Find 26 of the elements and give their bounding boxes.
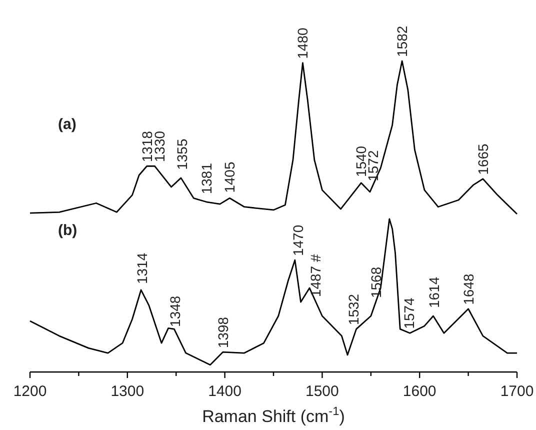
annotation: 1540 bbox=[353, 146, 370, 178]
annotation: 1405 bbox=[222, 162, 238, 193]
x-axis-title: Raman Shift (cm$^{-1}$) bbox=[202, 404, 345, 426]
annotation: (b) bbox=[58, 222, 78, 239]
annotation: 1574 bbox=[400, 297, 417, 329]
annotation: 1480 bbox=[294, 28, 311, 59]
annotation: 1648 bbox=[460, 274, 476, 305]
x-tick-label: 1600 bbox=[402, 383, 436, 400]
annotation: 1532 bbox=[345, 294, 362, 326]
annotation: 1355 bbox=[174, 138, 190, 170]
x-tick-label: 1500 bbox=[306, 383, 339, 400]
annotation: (a) bbox=[58, 116, 76, 134]
annotation: 1314 bbox=[134, 252, 150, 284]
annotation: 1470 bbox=[290, 224, 306, 256]
annotation: 1614 bbox=[426, 276, 442, 308]
x-tick-label: 1300 bbox=[110, 383, 144, 400]
annotation: 1381 bbox=[198, 162, 214, 194]
annotation: 1665 bbox=[474, 144, 491, 175]
annotation: 1568 bbox=[368, 266, 384, 298]
x-tick-label: 1700 bbox=[500, 383, 534, 400]
x-tick-label: 1200 bbox=[13, 383, 47, 400]
annotation: 1348 bbox=[167, 296, 184, 327]
annotation: 1582 bbox=[394, 26, 410, 57]
x-tick-label: 1400 bbox=[208, 383, 242, 400]
annotation: 1487 # bbox=[307, 254, 324, 298]
annotation: 1398 bbox=[214, 316, 231, 348]
